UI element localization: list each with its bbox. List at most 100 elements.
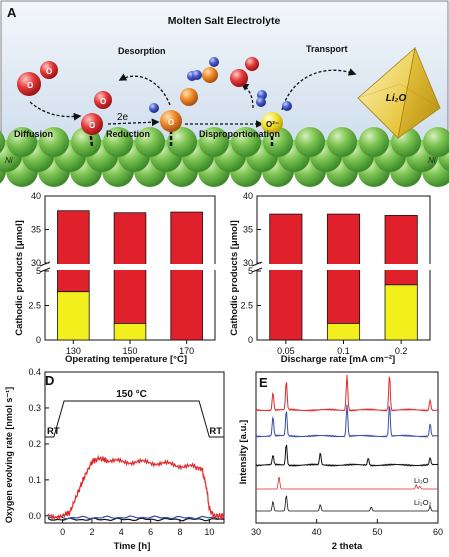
panel-e: 30 40 50 60 Li₂O Li₂O₂ E Intensity [a.u.] 2 t… xyxy=(238,371,443,552)
reduction-arrow xyxy=(107,118,160,127)
axis-break-mark xyxy=(251,267,263,273)
bar-li2o xyxy=(57,291,90,341)
panel-c-ylabel: Cathodic products [μmol] xyxy=(229,220,240,336)
reference-label: Li₂O₂ xyxy=(414,498,432,507)
x-tick-label: 0.1 xyxy=(337,346,350,356)
bar-li2o2 xyxy=(170,211,203,341)
ni-label-right: Ni xyxy=(428,156,436,165)
transport-label: Transport xyxy=(306,44,348,54)
x-tick-label: 130 xyxy=(66,346,81,356)
y-tick-label: 30 xyxy=(243,258,253,268)
panel-d-plot: RT RT 150 °C 0 2 4 6 8 10 0.0 0.1 0.2 0.3 0.4 xyxy=(28,367,225,537)
y-tick-label: 0.3 xyxy=(28,403,41,413)
x-tick-label: 8 xyxy=(177,527,182,537)
ni-label-left: Ni xyxy=(5,156,13,165)
panel-b-xlabel: Operating temperature [°C] xyxy=(65,354,187,365)
xrd-pattern-2 xyxy=(255,444,439,467)
plot-frame xyxy=(255,371,439,524)
y-tick-label: 0 xyxy=(248,335,253,345)
bar-li2o2 xyxy=(384,215,418,286)
panel-c-plot: 0.05 0.1 0.2 30 35 40 0 2.5 5 xyxy=(240,191,436,356)
x-tick-label: 170 xyxy=(179,346,194,356)
diffusion-arrow xyxy=(29,101,82,121)
y-tick-label: 0.4 xyxy=(28,367,41,377)
ni-atom xyxy=(359,127,389,157)
panel-a-letter: A xyxy=(7,5,17,20)
svg-text:O: O xyxy=(168,118,174,127)
bar-li2o2 xyxy=(57,210,90,293)
bar-li2o2 xyxy=(269,213,303,341)
panel-b-ylabel: Cathodic products [μmol] xyxy=(14,220,25,336)
panel-e-xlabel: 2 theta xyxy=(332,541,363,552)
y-tick-label: 40 xyxy=(243,191,253,201)
temperature-profile xyxy=(45,400,224,438)
svg-text:O: O xyxy=(100,97,106,106)
x-tick-label: 0.05 xyxy=(277,346,295,356)
xrd-pattern-1 xyxy=(255,404,439,438)
x-tick-label: 50 xyxy=(372,527,382,537)
axis-break-band xyxy=(251,264,436,270)
y-tick-label: 35 xyxy=(31,225,41,235)
o2-gas-molecule: O O xyxy=(17,61,58,96)
x-tick-label: 150 xyxy=(122,346,137,356)
reduction-label: Reduction xyxy=(106,129,150,139)
ni-atom xyxy=(167,127,197,157)
svg-text:O²⁻: O²⁻ xyxy=(266,120,279,129)
xrd-pattern-3 xyxy=(256,476,438,490)
axis-break-mark xyxy=(39,267,51,273)
li2o-crystal: Li₂O xyxy=(357,46,441,139)
panel-a-title: Molten Salt Electrolyte xyxy=(168,15,281,27)
series-blue xyxy=(47,515,225,520)
y-tick-label: 5 xyxy=(36,266,41,276)
panel-e-letter: E xyxy=(259,375,268,390)
x-tick-label: 0.2 xyxy=(395,346,408,356)
rt-label-right: RT xyxy=(209,426,222,437)
ni-atom xyxy=(135,127,165,157)
xrd-pattern-0 xyxy=(255,374,439,412)
adsorbed-o2-molecule: O O xyxy=(81,91,112,135)
bar-li2o xyxy=(113,323,147,341)
oxide-ion: O²⁻ xyxy=(256,97,292,134)
svg-text:O: O xyxy=(46,67,52,76)
y-tick-label: 35 xyxy=(243,225,253,235)
ni-atom xyxy=(327,127,357,157)
x-tick-label: 6 xyxy=(148,527,153,537)
diffusion-label: Diffusion xyxy=(14,129,53,139)
ni-atom xyxy=(103,127,133,157)
panel-e-ylabel: Intensity [a.u.] xyxy=(238,420,249,484)
ni-atom xyxy=(199,127,229,157)
panel-b-plot: 130 150 170 30 35 40 0 2.5 5 xyxy=(28,191,221,356)
x-tick-label: 4 xyxy=(119,527,124,537)
x-tick-label: 60 xyxy=(433,527,443,537)
y-tick-label: 40 xyxy=(31,191,41,201)
li2o-label: Li₂O xyxy=(386,93,407,104)
ni-atom xyxy=(39,127,69,157)
xrd-pattern-4 xyxy=(256,495,438,512)
panel-e-plot: 30 40 50 60 Li₂O Li₂O₂ xyxy=(251,371,443,537)
y-tick-label: 0.0 xyxy=(28,511,41,521)
panel-d: RT RT 150 °C 0 2 4 6 8 10 0.0 0.1 0.2 0.3 0.4 D Oxyge… xyxy=(4,367,225,552)
y-tick-label: 2.5 xyxy=(28,301,41,311)
panel-d-ylabel: Oxygen evolving rate [nmol s⁻¹] xyxy=(4,387,14,523)
series-red xyxy=(47,454,225,521)
x-tick-label: 30 xyxy=(251,527,261,537)
bar-li2o xyxy=(326,323,361,341)
panel-d-xlabel: Time [h] xyxy=(114,541,151,552)
ni-atom xyxy=(295,127,325,157)
transport-arrow xyxy=(281,68,357,111)
y-tick-label: 0.2 xyxy=(28,439,41,449)
y-tick-label: 5 xyxy=(248,266,253,276)
y-tick-label: 2.5 xyxy=(240,301,253,311)
panel-c-xlabel: Discharge rate [mA cm⁻²] xyxy=(281,354,395,365)
ni-atom xyxy=(263,127,293,157)
y-tick-label: 0 xyxy=(36,335,41,345)
x-tick-label: 2 xyxy=(89,527,94,537)
svg-text:O: O xyxy=(89,121,95,130)
bar-li2o xyxy=(384,284,418,341)
desorbed-molecule xyxy=(192,57,219,83)
panel-d-letter: D xyxy=(45,373,54,388)
y-tick-label: 0.1 xyxy=(28,475,41,485)
axis-break-band xyxy=(39,264,221,270)
